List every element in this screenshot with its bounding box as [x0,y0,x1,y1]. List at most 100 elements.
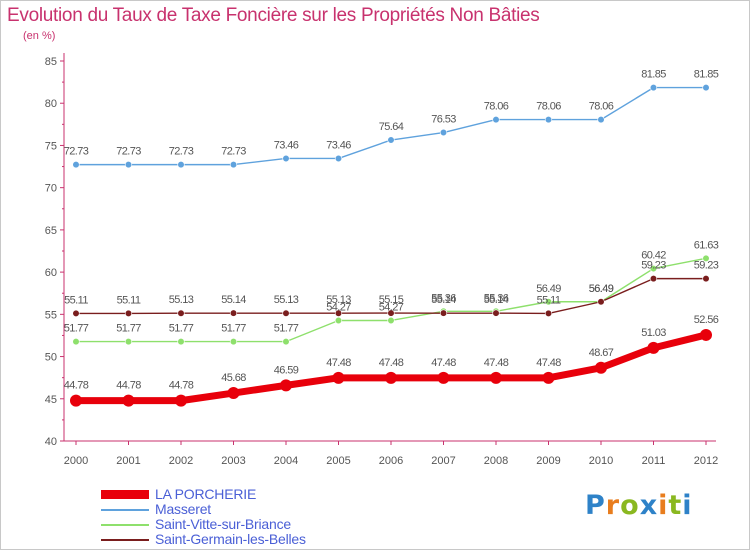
data-point [597,116,605,124]
data-point [544,116,553,124]
data-point [385,371,397,384]
data-label: 55.11 [537,294,561,306]
data-point [492,116,500,124]
data-point [229,309,238,317]
y-tick-label: 85 [45,56,57,68]
data-point [439,309,448,317]
data-point [387,309,395,317]
x-tick-label: 2010 [589,455,613,467]
data-label: 55.13 [274,294,299,306]
data-label: 56.49 [536,283,561,295]
data-label: 54.27 [379,301,404,313]
logo-letter: r [605,490,621,521]
y-tick-label: 40 [45,436,57,448]
data-label: 45.68 [221,372,246,384]
data-label: 75.64 [379,121,404,133]
data-label: 51.77 [274,323,299,335]
data-label: 47.48 [536,357,561,369]
data-point [177,309,185,317]
legend-label: Masseret [155,501,211,517]
data-label: 44.78 [64,380,89,392]
data-label: 55.14 [431,294,456,306]
legend-label: Saint-Vitte-sur-Briance [155,516,291,532]
y-tick-label: 60 [45,267,57,279]
data-label: 59.23 [641,260,666,272]
data-point [72,338,80,346]
data-label: 52.56 [694,314,719,326]
legend-label: LA PORCHERIE [155,486,257,502]
data-label: 59.23 [694,260,719,272]
data-label: 76.53 [431,114,456,126]
data-point [122,394,135,407]
data-point [649,264,658,273]
data-label: 55.11 [117,294,141,306]
data-point [387,316,395,325]
data-point [70,394,82,407]
x-tick-label: 2011 [642,455,666,467]
data-label: 78.06 [484,101,509,113]
data-point [702,254,710,262]
logo-letter: P [585,490,606,521]
data-label: 47.48 [379,357,404,369]
data-point [72,309,80,318]
data-label: 48.67 [589,347,614,359]
data-point [702,275,710,283]
data-label: 46.59 [274,364,299,376]
data-label: 56.49 [589,283,614,295]
x-tick-label: 2003 [221,455,245,467]
data-point [595,361,607,374]
data-label: 73.46 [274,139,299,151]
data-point [282,154,290,163]
data-point [439,128,448,137]
y-tick-label: 70 [45,183,57,195]
data-point [124,309,133,318]
data-point [334,154,343,163]
data-point [490,371,502,384]
data-point [387,136,395,144]
data-point [542,371,555,384]
y-axis-unit: (en %) [23,30,56,42]
data-point [227,387,240,400]
data-point [647,341,660,354]
data-point [177,338,185,346]
x-tick-label: 2008 [484,455,508,467]
data-point [334,316,343,325]
legend-swatch [101,509,149,511]
data-point [124,161,133,169]
data-label: 73.46 [326,139,351,151]
data-label: 72.73 [221,146,246,158]
data-point [282,309,290,317]
data-point [649,275,658,283]
data-point [492,309,500,317]
data-label: 72.73 [169,146,194,158]
data-point [72,161,80,169]
data-point [544,309,553,318]
data-label: 81.85 [641,69,666,81]
data-point [544,298,553,306]
data-label: 44.78 [169,380,194,392]
y-tick-label: 75 [45,140,57,152]
data-point [702,83,710,92]
legend-swatch [101,539,149,541]
x-tick-label: 2004 [274,455,298,467]
data-point [280,379,292,392]
data-label: 55.13 [169,294,194,306]
data-label: 55.36 [484,292,509,304]
data-label: 55.13 [326,294,351,306]
data-label: 55.15 [379,294,404,306]
data-label: 54.27 [326,301,351,313]
data-point [649,83,658,92]
data-label: 72.73 [116,146,141,158]
data-point [700,328,712,341]
legend-swatch [101,490,149,499]
chart-title: Evolution du Taux de Taxe Foncière sur l… [7,5,540,26]
proxiti-logo: Proxiti [585,490,693,521]
data-point [229,161,238,169]
data-label: 56.49 [589,283,614,295]
data-point [124,338,133,346]
x-tick-label: 2012 [694,455,718,467]
y-tick-label: 45 [45,394,57,406]
y-tick-label: 50 [45,352,57,364]
